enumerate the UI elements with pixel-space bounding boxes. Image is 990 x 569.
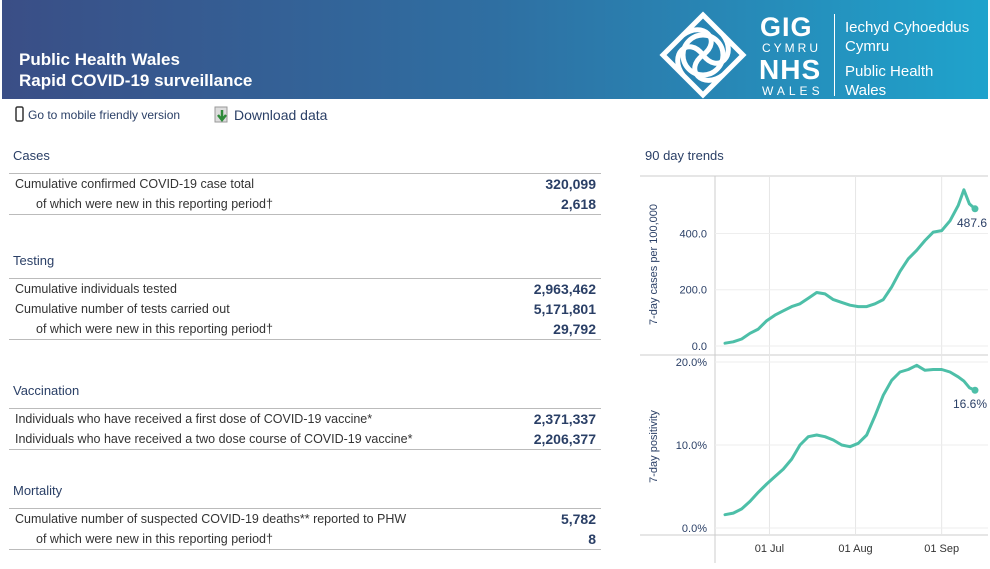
table-row: of which were new in this reporting peri… [9,194,601,214]
row-value: 2,206,377 [533,431,596,447]
download-icon[interactable] [214,106,232,124]
org-name-line-4: Wales [845,82,887,99]
y-tick-label: 0.0 [692,341,707,353]
row-value: 2,371,337 [533,411,596,427]
row-value: 2,963,462 [533,281,596,297]
section-title-cases: Cases [13,148,50,163]
trends-chart: 01 Jul 01 Aug 01 Sep 0.0 200.0 400.0 7-day cas… [640,175,988,563]
section-title-testing: Testing [13,253,55,268]
page-title: Public Health Wales Rapid COVID-19 surve… [19,49,252,91]
x-tick-label: 01 Aug [838,543,872,555]
table-row: of which were new in this reporting peri… [9,319,601,339]
row-value: 5,782 [560,511,596,527]
table-row: Individuals who have received a two dose… [9,429,601,449]
series-end-point [971,386,979,394]
table-row: Cumulative individuals tested 2,963,462 [9,279,601,299]
y-tick-label: 400.0 [679,228,707,240]
celtic-knot-logo-icon [659,11,747,99]
title-line-1: Public Health Wales [19,50,180,69]
trends-title: 90 day trends [645,148,724,163]
row-label: of which were new in this reporting peri… [36,532,273,546]
x-tick-label: 01 Jul [755,543,784,555]
series-line [723,363,977,517]
table-row: of which were new in this reporting peri… [9,529,601,549]
series-end-point [971,205,979,213]
x-tick-label: 01 Sep [924,543,959,555]
row-label: Cumulative confirmed COVID-19 case total [15,177,254,191]
table-row: Individuals who have received a first do… [9,409,601,429]
row-value: 2,618 [560,196,596,212]
org-name-line-1: Iechyd Cyhoeddus [845,19,970,36]
title-line-2: Rapid COVID-19 surveillance [19,71,253,90]
table-row: Cumulative number of tests carried out 5… [9,299,601,319]
table-row: Cumulative confirmed COVID-19 case total… [9,174,601,194]
y-tick-label: 20.0% [676,357,707,369]
logo-wales: WALES [762,84,824,98]
cases-table: Cumulative confirmed COVID-19 case total… [9,173,601,215]
logo-gig: GIG [760,12,813,42]
row-label: Cumulative number of tests carried out [15,302,230,316]
mortality-table: Cumulative number of suspected COVID-19 … [9,508,601,550]
row-label: Cumulative individuals tested [15,282,177,296]
mobile-version-link[interactable]: Go to mobile friendly version [28,108,181,122]
vaccination-table: Individuals who have received a first do… [9,408,601,450]
row-value: 320,099 [545,176,596,192]
logo-cymru: CYMRU [762,41,821,55]
testing-table: Cumulative individuals tested 2,963,462 … [9,278,601,340]
y-axis-label: 7-day cases per 100,000 [648,204,660,325]
download-data-button[interactable]: Download data [234,107,328,123]
org-name-line-3: Public Health [845,63,934,80]
mobile-phone-icon[interactable] [15,106,24,122]
y-tick-label: 200.0 [679,285,707,297]
y-tick-label: 0.0% [682,523,707,535]
logo-divider [834,14,835,96]
series-end-label: 16.6% [953,397,987,411]
series-line [723,188,977,345]
row-label: Individuals who have received a first do… [15,412,373,426]
table-row: Cumulative number of suspected COVID-19 … [9,509,601,529]
section-title-vaccination: Vaccination [13,383,80,398]
org-name-line-2: Cymru [845,38,890,55]
row-label: Individuals who have received a two dose… [15,432,413,446]
header-banner: Public Health Wales Rapid COVID-19 surve… [2,0,988,99]
row-label: Cumulative number of suspected COVID-19 … [15,512,407,526]
row-label: of which were new in this reporting peri… [36,197,273,211]
section-title-mortality: Mortality [13,483,63,498]
row-value: 29,792 [553,321,596,337]
row-value: 5,171,801 [533,301,596,317]
series-end-label: 487.6 [957,216,987,230]
y-tick-label: 10.0% [676,440,707,452]
row-value: 8 [588,531,596,547]
logo-nhs: NHS [759,54,822,85]
row-label: of which were new in this reporting peri… [36,322,273,336]
y-axis-label: 7-day positivity [648,410,660,483]
